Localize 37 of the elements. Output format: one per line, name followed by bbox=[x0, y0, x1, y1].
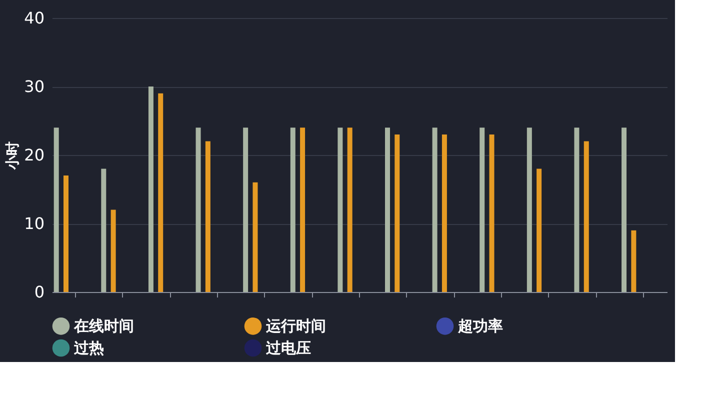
bar bbox=[54, 128, 59, 292]
bar bbox=[205, 141, 210, 292]
bar bbox=[385, 128, 390, 292]
bar bbox=[394, 134, 400, 292]
bar bbox=[243, 128, 248, 292]
bar bbox=[536, 168, 542, 292]
bar bbox=[631, 230, 636, 292]
bar bbox=[442, 134, 447, 292]
y-tick-label: 30 bbox=[24, 77, 44, 96]
bar bbox=[489, 134, 494, 292]
bar bbox=[196, 128, 201, 292]
y-axis-title: 小时 bbox=[5, 142, 22, 170]
bar bbox=[347, 128, 352, 292]
bar bbox=[64, 176, 68, 292]
y-tick-label: 20 bbox=[24, 146, 44, 164]
y-tick-label: 10 bbox=[24, 214, 44, 233]
bar bbox=[290, 128, 296, 292]
bar bbox=[110, 210, 116, 292]
bar bbox=[338, 128, 343, 292]
bar bbox=[252, 182, 258, 292]
y-tick-label: 40 bbox=[24, 8, 44, 28]
bar bbox=[300, 128, 306, 292]
legend-label: 过热 bbox=[73, 339, 104, 357]
bar bbox=[148, 86, 154, 292]
bar bbox=[432, 128, 438, 292]
bar bbox=[480, 128, 485, 292]
bar bbox=[574, 128, 580, 292]
bar bbox=[526, 128, 532, 292]
bar bbox=[158, 93, 164, 292]
legend-label: 超功率 bbox=[457, 317, 503, 336]
bar bbox=[584, 141, 589, 292]
legend-label: 运行时间 bbox=[265, 317, 326, 336]
y-tick-label: 0 bbox=[34, 282, 44, 302]
bar bbox=[622, 128, 627, 292]
bar bbox=[101, 168, 106, 292]
legend-label: 过电压 bbox=[265, 339, 311, 357]
legend-label: 在线时间 bbox=[73, 317, 134, 336]
